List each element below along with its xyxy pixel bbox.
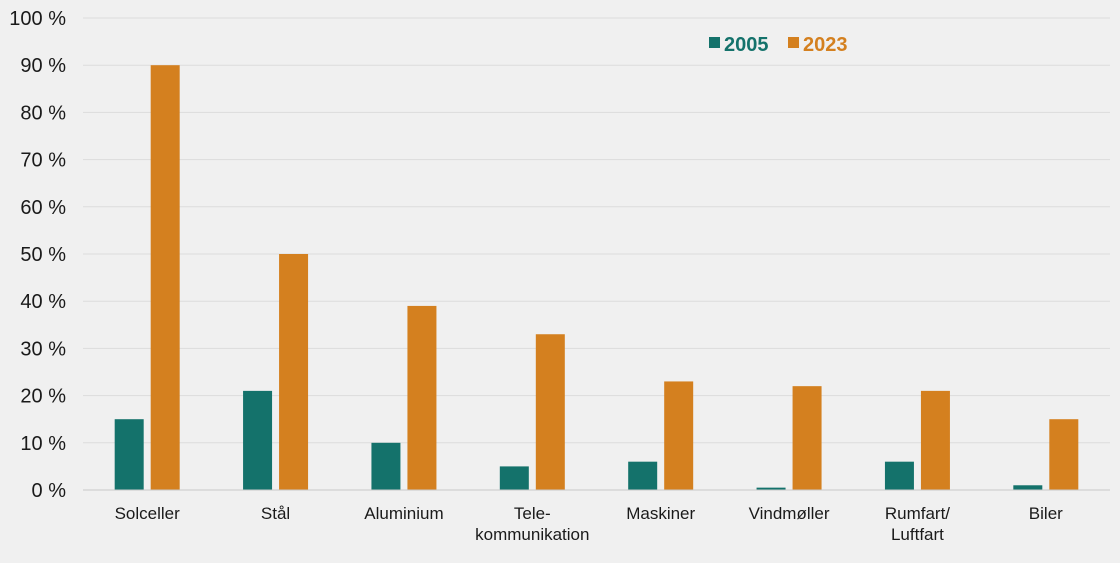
y-tick-label: 60 % xyxy=(20,197,66,219)
y-tick-label: 20 % xyxy=(20,386,66,408)
bar-2005-6 xyxy=(884,461,914,490)
bar-2023-4 xyxy=(664,381,694,490)
bar-2005-0 xyxy=(114,419,144,490)
x-category-label: Biler xyxy=(1029,504,1063,523)
bar-2005-4 xyxy=(628,461,658,490)
y-tick-label: 40 % xyxy=(20,291,66,313)
y-tick-label: 50 % xyxy=(20,244,66,266)
bar-2005-1 xyxy=(243,390,273,490)
bar-2005-2 xyxy=(371,442,401,490)
bar-2005-7 xyxy=(1013,485,1043,490)
y-axis-tick-labels: 0 % 10 % 20 % 30 % 40 % 50 % 60 % 70 % 80 % 90 % 1… xyxy=(9,8,66,502)
bar-2023-7 xyxy=(1049,419,1079,490)
x-category-label: Maskiner xyxy=(626,504,695,523)
x-category-label: Rumfart/Luftfart xyxy=(885,504,950,544)
y-tick-label: 70 % xyxy=(20,150,66,172)
legend-swatch-2023 xyxy=(788,37,799,48)
legend-label-2005: 2005 xyxy=(724,34,769,56)
x-axis-category-labels: Solceller Stål Aluminium Tele-kommunikation… xyxy=(115,504,1064,544)
bar-2023-5 xyxy=(792,386,822,490)
y-tick-label: 80 % xyxy=(20,102,66,124)
x-category-label: Solceller xyxy=(115,504,181,523)
bar-2023-3 xyxy=(535,334,565,490)
y-tick-label: 90 % xyxy=(20,55,66,77)
legend: 2005 2023 xyxy=(709,34,848,56)
y-tick-label: 30 % xyxy=(20,338,66,360)
x-category-label: Vindmøller xyxy=(749,504,830,523)
x-category-label: Stål xyxy=(261,504,290,523)
bar-2023-6 xyxy=(920,390,950,490)
y-tick-label: 0 % xyxy=(32,480,67,502)
bar-2005-5 xyxy=(756,487,786,490)
x-category-label: Aluminium xyxy=(364,504,443,523)
bar-2023-0 xyxy=(150,65,180,490)
y-tick-label: 100 % xyxy=(9,8,66,30)
y-tick-label: 10 % xyxy=(20,433,66,455)
legend-label-2023: 2023 xyxy=(803,34,848,56)
legend-swatch-2005 xyxy=(709,37,720,48)
bar-2023-2 xyxy=(407,305,437,490)
bar-2023-1 xyxy=(279,254,309,490)
bars xyxy=(114,65,1079,490)
x-category-label: Tele-kommunikation xyxy=(475,504,589,544)
gridlines xyxy=(83,17,1110,444)
bar-2005-3 xyxy=(499,466,529,490)
